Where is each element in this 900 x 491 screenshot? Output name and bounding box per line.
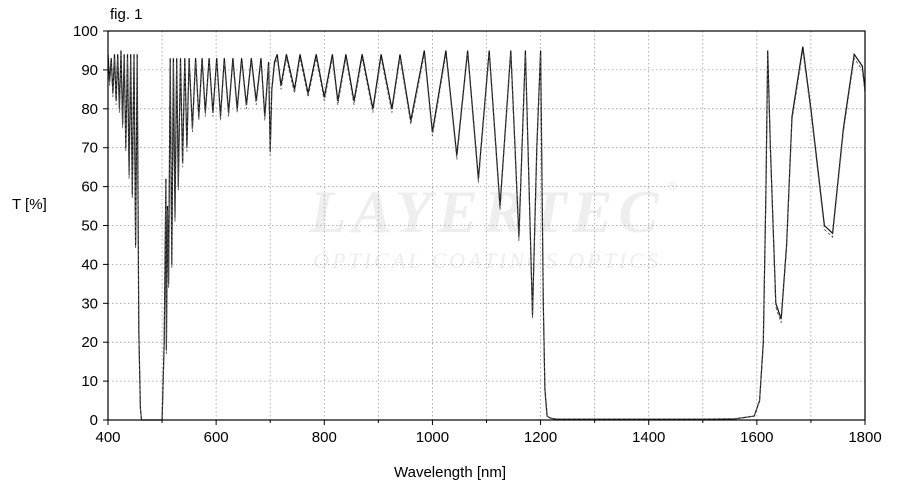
- figure-label: fig. 1: [110, 6, 143, 23]
- y-tick-label: 100: [73, 23, 98, 40]
- watermark-logo: LAYERTEC: [309, 179, 665, 245]
- x-tick-label: 1800: [848, 429, 881, 446]
- x-axis-label: Wavelength [nm]: [394, 464, 506, 481]
- y-tick-label: 50: [81, 218, 98, 235]
- x-tick-label: 400: [95, 429, 120, 446]
- y-axis-label: T [%]: [12, 196, 47, 213]
- watermark-tagline: OPTICAL COATINGS OPTICS: [313, 248, 661, 273]
- x-tick-label: 600: [204, 429, 229, 446]
- y-tick-label: 80: [81, 101, 98, 118]
- y-tick-label: 90: [81, 62, 98, 79]
- y-tick-label: 70: [81, 140, 98, 157]
- x-tick-label: 1000: [416, 429, 449, 446]
- x-tick-label: 1400: [632, 429, 665, 446]
- y-tick-label: 30: [81, 295, 98, 312]
- y-tick-label: 40: [81, 256, 98, 273]
- y-tick-label: 10: [81, 373, 98, 390]
- y-tick-label: 0: [90, 412, 98, 429]
- y-tick-label: 20: [81, 334, 98, 351]
- watermark-registered: ®: [668, 179, 677, 193]
- x-tick-label: 1200: [524, 429, 557, 446]
- x-tick-label: 800: [312, 429, 337, 446]
- x-tick-label: 1600: [740, 429, 773, 446]
- y-tick-label: 60: [81, 179, 98, 196]
